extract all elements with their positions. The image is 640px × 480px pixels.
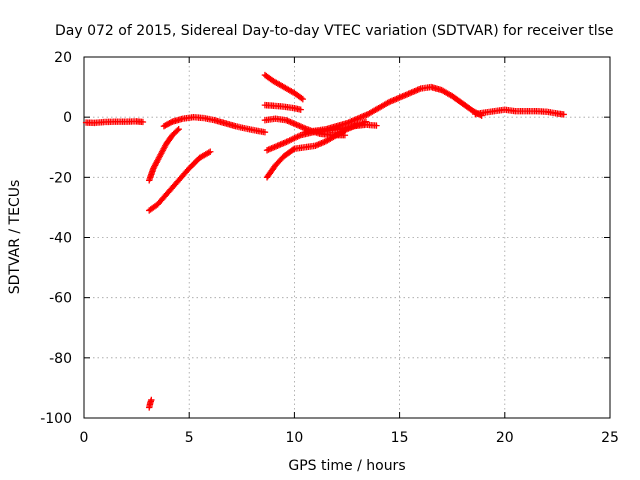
data-point-marks <box>301 83 485 136</box>
y-tick-label: 20 <box>54 50 72 66</box>
chart-title: Day 072 of 2015, Sidereal Day-to-day VTE… <box>55 23 614 39</box>
x-tick-label: 0 <box>80 430 89 446</box>
series-arc-5 <box>160 113 269 136</box>
x-tick-label: 15 <box>391 430 409 446</box>
series-arc-10 <box>263 118 370 181</box>
series-arc-3 <box>146 126 182 184</box>
data-point-marks <box>261 101 304 113</box>
data-marks <box>82 71 567 411</box>
x-tick-label: 10 <box>285 430 303 446</box>
grid-lines <box>84 57 610 418</box>
data-point-marks <box>146 126 182 184</box>
x-tick-label: 5 <box>185 430 194 446</box>
series-arc-4 <box>146 148 214 214</box>
y-tick-label: -20 <box>49 170 72 186</box>
y-axis-title: SDTVAR / TECUs <box>7 180 23 295</box>
data-point-marks <box>263 121 380 154</box>
series-arc-7 <box>261 101 304 113</box>
data-point-marks <box>160 113 269 136</box>
y-tick-label: -60 <box>49 291 72 307</box>
series-arc-1 <box>82 118 147 127</box>
series-arc-12 <box>472 106 567 118</box>
data-point-marks <box>261 71 307 103</box>
x-tick-label: 20 <box>496 430 514 446</box>
series-arc-2 <box>146 396 155 411</box>
x-axis-title: GPS time / hours <box>288 458 405 474</box>
data-point-marks <box>263 118 370 181</box>
data-point-marks <box>146 396 155 411</box>
y-tick-label: 0 <box>63 110 72 126</box>
y-tick-label: -40 <box>49 231 72 247</box>
data-point-marks <box>82 118 147 127</box>
series-arc-6 <box>261 71 307 103</box>
y-tick-label: -80 <box>49 351 72 367</box>
x-tick-label: 25 <box>601 430 619 446</box>
data-point-marks <box>146 148 214 214</box>
series-arc-9 <box>263 121 380 154</box>
axis-ticks: 0 5 10 15 20 25 -100 -80 -60 -40 -20 0 20 <box>40 50 619 446</box>
y-tick-label: -100 <box>40 411 72 427</box>
data-point-marks <box>472 106 567 118</box>
series-arc-11 <box>301 83 485 136</box>
